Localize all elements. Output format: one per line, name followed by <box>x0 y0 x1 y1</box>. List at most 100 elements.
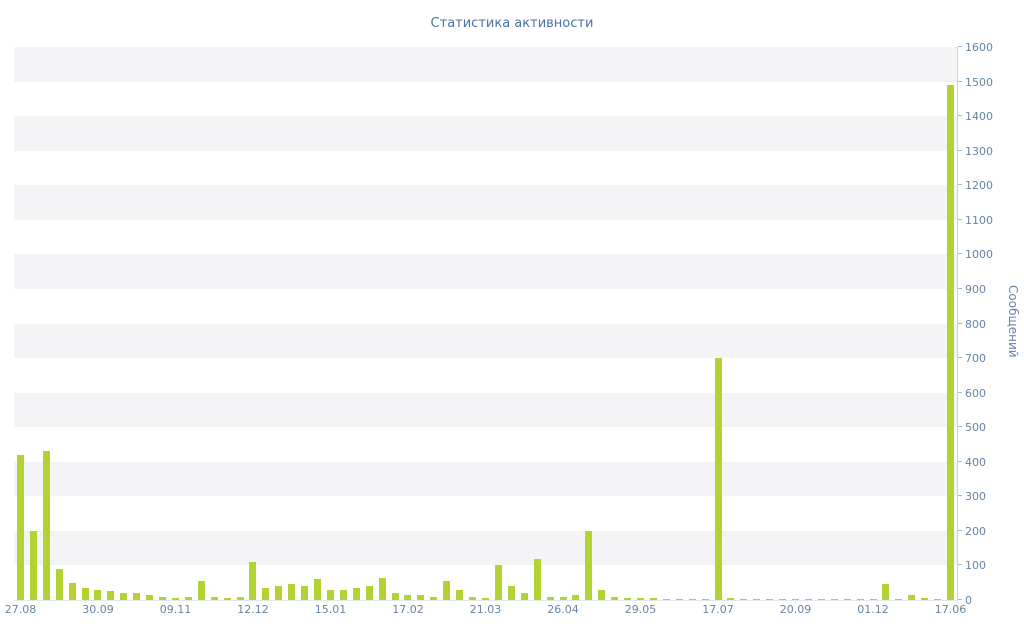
grid-band <box>14 254 957 289</box>
bar <box>314 579 322 600</box>
bar <box>107 591 115 600</box>
bar <box>16 454 24 600</box>
bar <box>236 596 244 600</box>
bar <box>507 586 515 600</box>
bar <box>81 587 89 600</box>
bar <box>895 598 903 600</box>
y-tick-label: 1400 <box>965 110 993 124</box>
bar <box>611 596 619 600</box>
y-tick-label: 800 <box>965 317 986 331</box>
y-tick-label: 600 <box>965 386 986 400</box>
y-tick-mark <box>958 391 962 393</box>
grid-band <box>14 461 957 497</box>
y-tick-mark <box>958 287 962 289</box>
bar <box>55 568 63 600</box>
bar <box>339 589 347 600</box>
y-tick-label: 700 <box>965 352 986 366</box>
x-tick-label: 29.05 <box>624 603 657 616</box>
bar <box>365 586 373 600</box>
y-tick-label: 0 <box>965 594 972 607</box>
y-tick-mark <box>958 357 962 359</box>
x-tick-label: 27.08 <box>4 603 37 616</box>
grid-band <box>14 185 957 220</box>
chart-title: Статистика активности <box>430 16 594 31</box>
bar <box>688 598 696 600</box>
bar <box>417 594 425 600</box>
bar <box>494 565 502 600</box>
bar <box>740 598 748 600</box>
bar <box>869 598 877 600</box>
bar <box>223 598 231 600</box>
y-tick-label: 200 <box>965 524 986 538</box>
y-tick-mark <box>958 218 962 220</box>
bar <box>352 587 360 600</box>
grid-band <box>14 392 957 428</box>
bar <box>159 597 167 600</box>
y-tick-mark <box>958 460 962 462</box>
bar <box>171 598 179 600</box>
x-tick-label: 30.09 <box>82 603 114 616</box>
x-tick-label: 20.09 <box>779 603 812 616</box>
y-tick-label: 1000 <box>965 248 993 262</box>
bar <box>42 451 50 600</box>
y-tick-mark <box>958 495 962 497</box>
y-axis-title: Сообщений <box>1006 285 1020 358</box>
x-tick-label: 26.04 <box>547 603 579 616</box>
y-tick-mark <box>958 322 962 324</box>
bar <box>675 598 683 600</box>
bar <box>520 593 528 600</box>
y-tick-label: 300 <box>965 490 986 504</box>
bar <box>934 598 942 600</box>
bar <box>482 598 489 600</box>
x-axis: 27.08 30.09 09.11 12.12 15.01 17.02 21.03 26.04… <box>5 603 967 619</box>
y-tick-mark <box>958 115 962 117</box>
x-tick-label: 17.02 <box>392 603 424 616</box>
grid-band <box>14 530 957 566</box>
bar <box>249 561 257 600</box>
bar <box>430 596 438 600</box>
bar <box>94 589 102 600</box>
x-tick-label: 17.06 <box>934 603 967 616</box>
bar <box>197 581 205 600</box>
bar <box>301 586 309 600</box>
bar <box>210 596 218 600</box>
bar <box>275 586 283 600</box>
bar <box>662 598 670 600</box>
y-tick-mark <box>958 184 962 186</box>
grid-band <box>14 116 957 151</box>
bar <box>262 587 270 600</box>
bar <box>68 582 76 600</box>
bar <box>779 598 787 600</box>
bar <box>766 598 774 600</box>
y-tick-mark <box>958 149 962 151</box>
y-tick-label: 1600 <box>965 41 993 54</box>
y-tick-label: 1100 <box>965 213 993 227</box>
y-axis: 0 100 200 300 400 500 600 700 800 900 1000 1100 1200… <box>957 41 1017 607</box>
bar <box>727 598 735 600</box>
y-tick-label: 900 <box>965 282 986 296</box>
bar <box>469 596 477 600</box>
bar <box>714 358 722 600</box>
bar <box>585 530 593 600</box>
x-tick-label: 17.07 <box>702 603 734 616</box>
bar <box>843 598 851 600</box>
x-tick-label: 15.01 <box>314 603 347 616</box>
bar <box>701 598 709 600</box>
bar <box>947 85 955 600</box>
y-tick-label: 500 <box>965 421 986 435</box>
bar <box>146 594 154 600</box>
y-tick-mark <box>958 426 962 428</box>
bar <box>456 589 464 600</box>
grid-band <box>14 323 957 359</box>
bar <box>546 596 554 600</box>
x-tick-label: 12.12 <box>237 603 269 616</box>
y-tick-label: 1300 <box>965 144 993 158</box>
bar <box>184 597 192 600</box>
bar <box>753 598 761 600</box>
bar <box>391 593 399 600</box>
bar <box>856 598 864 600</box>
bar <box>559 596 567 600</box>
bar <box>572 594 580 600</box>
bar <box>378 577 386 600</box>
